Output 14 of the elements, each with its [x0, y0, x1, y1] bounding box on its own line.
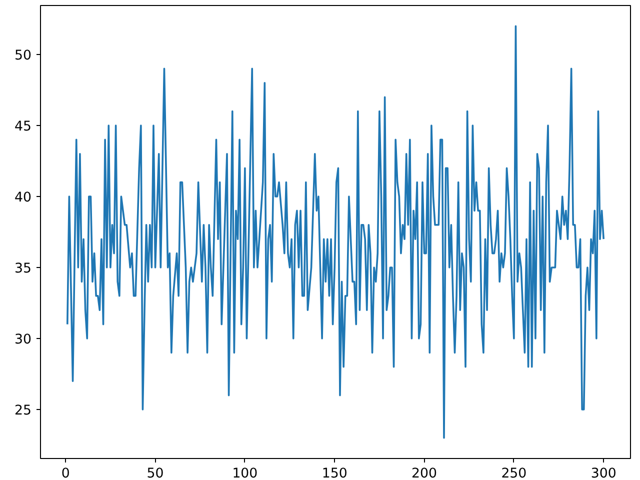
line-series [66, 25, 604, 439]
x-tick-label: 100 [232, 466, 258, 480]
x-tick-label: 150 [322, 466, 348, 480]
y-tick-label: 25 [14, 404, 32, 419]
x-tick-label: 0 [61, 466, 70, 480]
x-tick-label: 250 [501, 466, 527, 480]
y-tick-label: 30 [14, 332, 32, 348]
y-tick-label: 45 [14, 119, 32, 134]
x-tick-label: 200 [412, 466, 437, 480]
y-tick-label: 40 [14, 190, 32, 206]
x-tick-label: 50 [146, 466, 164, 480]
x-tick-label: 300 [590, 466, 616, 480]
y-tick-label: 35 [14, 262, 32, 276]
y-tick-label: 50 [14, 48, 32, 64]
